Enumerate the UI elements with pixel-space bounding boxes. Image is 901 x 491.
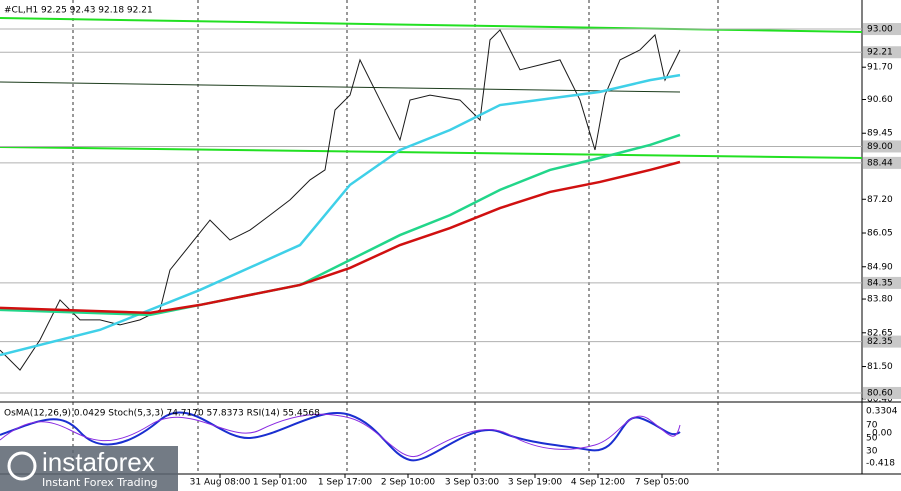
logo: instaforex Instant Forex Trading [0,446,178,491]
y-tick-label: 81.50 [867,362,893,372]
oscillator: OsMA(12,26,9) 0.0429 Stoch(5,3,3) 74.717… [0,407,898,469]
x-tick-label: 4 Sep 12:00 [571,478,626,488]
level-box [863,23,901,36]
day-separators [72,0,719,474]
y-tick-label: 91.70 [867,63,893,73]
indicator-label: 0.00 [872,429,892,439]
level-box [863,335,901,348]
x-tick-label: 31 Aug 08:00 [190,478,251,488]
logo-background [0,446,178,491]
trend-line [0,146,863,159]
indicator-title: OsMA(12,26,9) 0.0429 Stoch(5,3,3) 74.717… [4,409,320,419]
level-box [863,140,901,153]
stoch-line [0,413,681,458]
level-label: 84.35 [867,278,893,288]
x-tick-label: 2 Sep 10:00 [381,478,436,488]
level-box [863,386,901,399]
price-line [0,73,681,357]
y-tick-label: 84.90 [867,262,893,272]
indicator-label: 70 [866,421,878,431]
osma-line [0,411,681,462]
x-tick-label: 3 Sep 03:00 [445,478,500,488]
y-tick-label: 83.80 [867,295,893,305]
logo-icon [7,451,37,481]
indicator-label: 0.3304 [866,407,898,417]
level-label: 82.35 [867,337,893,347]
price-line [0,29,681,371]
trend-line [0,81,681,93]
level-label: 80.60 [867,388,893,398]
level-label: 93.00 [867,25,893,35]
x-tick-label: 1 Sep 01:00 [253,478,308,488]
plot [0,28,862,394]
y-tick-label: 89.45 [867,129,893,139]
indicator-label: -0.418 [866,459,895,469]
y-tick-label: 86.05 [867,229,893,239]
level-label: 92.21 [867,48,893,58]
indicator-label: 50 [866,434,878,444]
level-box [863,46,901,59]
logo-tagline: Instant Forex Trading [42,476,158,489]
symbol-header: #CL,H1 92.25 92.43 92.18 92.21 [4,6,153,16]
level-box [863,156,901,169]
level-label: 89.00 [867,142,893,152]
indicator-label: 30 [866,447,878,457]
level-box [863,276,901,289]
logo-name: instaforex [42,447,155,477]
y-tick-label: 90.60 [867,95,893,105]
level-label: 88.44 [867,158,893,168]
trend-line [0,17,863,33]
x-tick-label: 3 Sep 19:00 [508,478,563,488]
x-tick-label: 1 Sep 17:00 [318,478,373,488]
y-tick-label: 80.40 [867,394,893,404]
price-line [0,160,681,315]
y-tick-label: 82.65 [867,328,893,338]
x-tick-label: 7 Sep 05:00 [635,478,690,488]
y-tick-label: 87.20 [867,195,893,205]
